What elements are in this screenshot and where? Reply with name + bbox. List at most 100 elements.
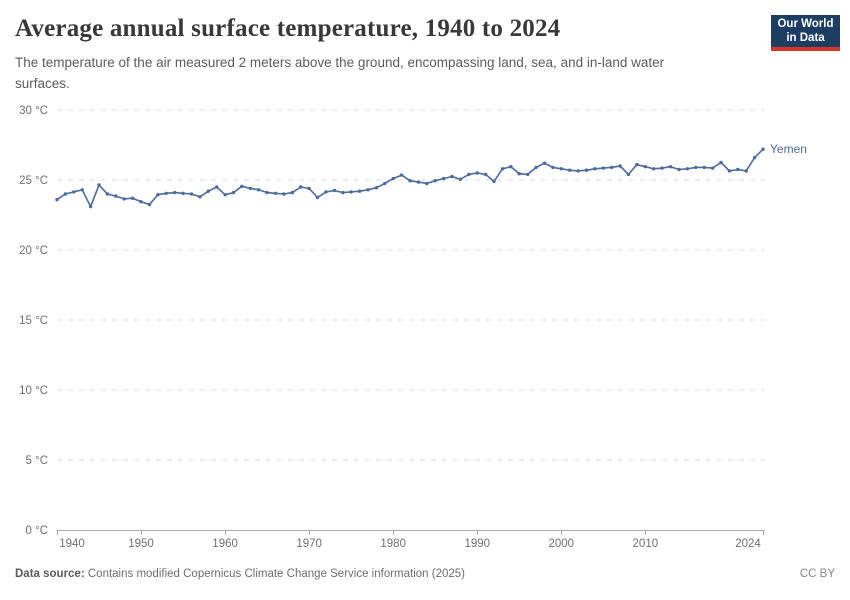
data-point-marker xyxy=(114,194,118,198)
entity-label-yemen[interactable]: Yemen xyxy=(770,142,807,156)
data-point-marker xyxy=(206,189,210,193)
data-point-marker xyxy=(399,173,404,177)
data-point-marker xyxy=(660,166,664,170)
data-point-marker xyxy=(357,189,362,193)
data-point-marker xyxy=(366,188,370,192)
data-point-marker xyxy=(299,185,303,189)
data-point-marker xyxy=(425,181,429,186)
data-point-marker xyxy=(391,176,395,181)
chart-footer: Data source: Contains modified Copernicu… xyxy=(15,568,835,580)
x-tick-label: 2010 xyxy=(633,538,659,550)
data-point-marker xyxy=(500,167,505,171)
data-point-marker xyxy=(257,188,261,192)
data-point-marker xyxy=(584,168,589,172)
data-point-marker xyxy=(88,204,93,209)
data-point-marker xyxy=(517,172,521,176)
data-point-marker xyxy=(744,169,748,173)
data-point-marker xyxy=(492,179,496,184)
data-point-marker xyxy=(341,190,345,195)
data-point-marker xyxy=(147,202,152,207)
data-source-text: Contains modified Copernicus Climate Cha… xyxy=(84,568,465,580)
data-point-marker xyxy=(668,165,673,169)
data-point-marker xyxy=(198,195,202,199)
data-point-marker xyxy=(349,190,353,194)
y-tick-label: 15 °C xyxy=(19,315,48,327)
data-point-marker xyxy=(273,191,278,195)
data-point-marker xyxy=(710,166,715,170)
data-point-marker xyxy=(652,167,656,171)
data-point-marker xyxy=(727,169,732,173)
data-point-marker xyxy=(181,191,185,195)
data-point-marker xyxy=(458,177,463,181)
owid-logo-line1: Our World xyxy=(777,18,834,30)
data-point-marker xyxy=(173,190,177,195)
data-point-marker xyxy=(626,172,631,177)
data-point-marker xyxy=(509,165,513,169)
data-point-marker xyxy=(719,160,723,165)
x-tick-label: 1970 xyxy=(296,538,322,550)
data-point-marker xyxy=(685,167,690,171)
y-tick-label: 0 °C xyxy=(26,525,49,537)
x-tick-label: 1940 xyxy=(59,538,85,550)
data-point-marker xyxy=(97,183,101,187)
data-point-marker xyxy=(483,172,488,177)
data-point-marker xyxy=(534,165,538,170)
data-point-marker xyxy=(450,174,454,179)
data-point-marker xyxy=(315,195,320,200)
data-point-marker xyxy=(55,197,59,202)
data-point-marker xyxy=(433,179,437,183)
data-point-marker xyxy=(601,166,605,170)
data-point-marker xyxy=(677,167,681,172)
data-point-marker xyxy=(551,165,555,170)
data-point-marker xyxy=(441,176,446,181)
data-point-marker xyxy=(593,167,597,171)
data-point-marker xyxy=(542,161,547,165)
data-point-marker xyxy=(231,190,236,195)
chart-subtitle: The temperature of the air measured 2 me… xyxy=(15,55,665,91)
data-point-marker xyxy=(240,184,244,188)
data-point-marker xyxy=(282,192,286,196)
data-point-marker xyxy=(130,196,135,200)
owid-logo[interactable]: Our World in Data xyxy=(771,15,840,51)
owid-logo-line2: in Data xyxy=(786,32,825,44)
y-tick-label: 25 °C xyxy=(19,175,48,187)
data-point-marker xyxy=(122,197,126,201)
data-point-marker xyxy=(164,191,168,195)
data-point-marker xyxy=(265,190,269,195)
data-point-marker xyxy=(752,155,757,160)
data-point-marker xyxy=(610,165,614,170)
temperature-line[interactable] xyxy=(56,148,764,208)
data-point-marker xyxy=(736,167,740,172)
license-link[interactable]: CC BY xyxy=(799,568,835,580)
data-point-marker xyxy=(307,186,311,191)
data-point-marker xyxy=(248,186,252,191)
x-tick-label: 2000 xyxy=(548,538,574,550)
data-point-marker xyxy=(475,171,479,175)
data-point-marker xyxy=(559,167,563,171)
data-point-marker xyxy=(332,188,337,193)
y-tick-label: 10 °C xyxy=(19,385,48,397)
data-point-marker xyxy=(408,179,412,183)
data-point-marker xyxy=(189,192,194,196)
data-point-marker xyxy=(702,165,706,170)
data-point-marker xyxy=(63,192,68,196)
data-point-marker xyxy=(576,169,580,173)
x-tick-label: 1980 xyxy=(380,538,406,550)
data-point-marker xyxy=(80,188,84,192)
x-tick-label: 1990 xyxy=(464,538,490,550)
y-tick-label: 5 °C xyxy=(26,455,49,467)
data-point-marker xyxy=(694,165,698,170)
data-point-marker xyxy=(568,168,572,172)
data-point-marker xyxy=(324,190,328,194)
data-point-marker xyxy=(72,190,76,194)
x-tick-label: 1950 xyxy=(128,538,154,550)
data-source-note: Data source: Contains modified Copernicu… xyxy=(15,568,465,580)
data-point-marker xyxy=(526,172,530,177)
x-tick-label: 2024 xyxy=(735,538,761,550)
data-point-marker xyxy=(416,180,421,184)
data-point-marker xyxy=(223,193,227,197)
data-point-marker xyxy=(761,147,765,151)
y-tick-label: 30 °C xyxy=(19,105,48,117)
